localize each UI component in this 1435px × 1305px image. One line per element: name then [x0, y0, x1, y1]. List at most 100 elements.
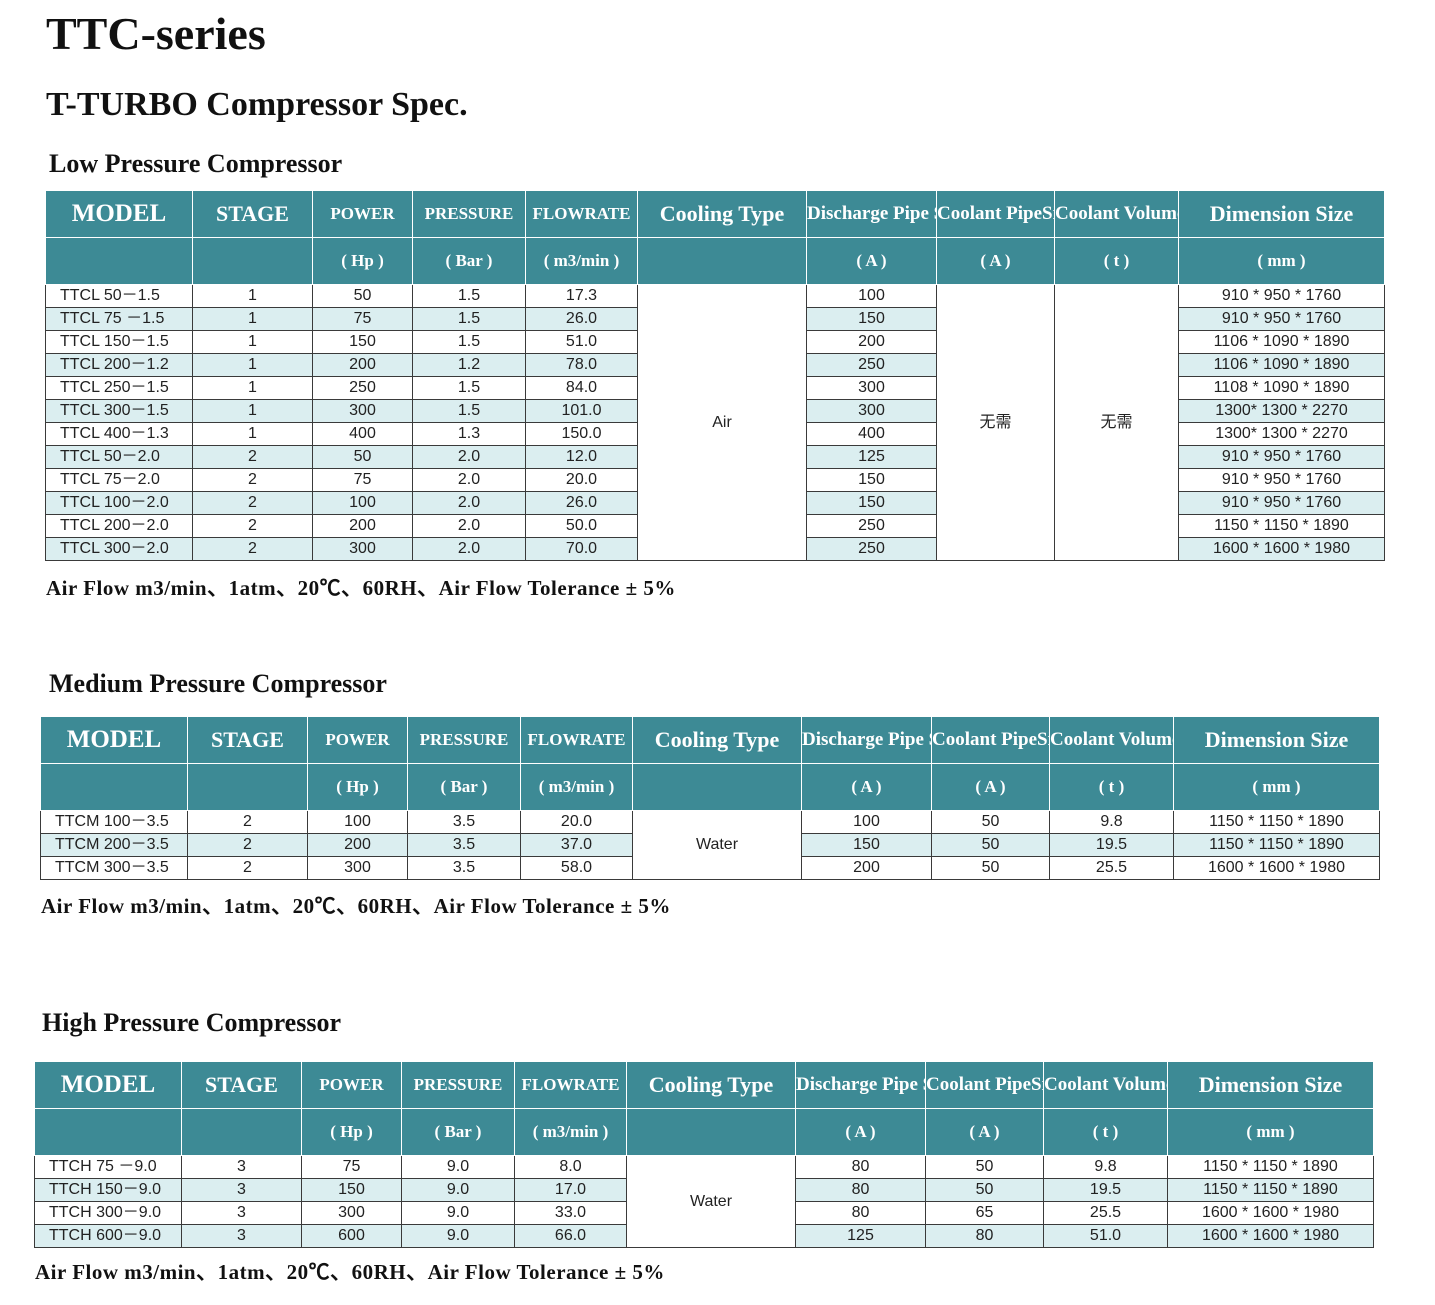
dimension-cell: 910 * 950 * 1760	[1178, 307, 1385, 331]
discharge-cell: 200	[806, 330, 937, 354]
header-dimension: Dimension Size	[1178, 190, 1385, 238]
discharge-cell: 100	[806, 284, 937, 308]
header-unit-flow: ( m3/min )	[525, 237, 638, 285]
header-unit-discharge: ( A )	[795, 1108, 926, 1156]
model-cell: TTCL 250－1.5	[45, 376, 193, 400]
table-row: TTCL 300－2.0 2 300 2.0 70.0 250 1600 * 1600 * …	[45, 537, 1385, 561]
model-cell: TTCL 75－2.0	[45, 468, 193, 492]
dimension-cell: 910 * 950 * 1760	[1178, 468, 1385, 492]
power-cell: 50	[312, 445, 413, 469]
header-unit-pressure: ( Bar )	[401, 1108, 515, 1156]
power-cell: 400	[312, 422, 413, 446]
header-unit-empty	[637, 237, 807, 285]
pressure-cell: 9.0	[401, 1178, 515, 1202]
flowrate-cell: 101.0	[525, 399, 638, 423]
low-pressure-table: MODEL STAGE POWER PRESSURE FLOWRATE Cooling T…	[45, 190, 1385, 561]
dimension-cell: 1150 * 1150 * 1890	[1178, 514, 1385, 538]
flowrate-cell: 78.0	[525, 353, 638, 377]
cooling-type-cell: Air	[637, 284, 807, 561]
discharge-cell: 100	[801, 810, 932, 834]
coolant-volume-cell: 51.0	[1043, 1224, 1168, 1248]
dimension-cell: 1300* 1300 * 2270	[1178, 422, 1385, 446]
stage-cell: 2	[192, 468, 313, 492]
table-row: TTCM 100－3.5 2 100 3.5 20.0 Water 100 50 9.8 1150…	[40, 810, 1380, 880]
stage-cell: 1	[192, 284, 313, 308]
table-row: TTCM 200－3.5 2 200 3.5 37.0 150 50 19.5 1150 * 1…	[40, 833, 1380, 857]
header-flowrate: FLOWRATE	[525, 190, 638, 238]
medium-pressure-table: MODEL STAGE POWER PRESSURE FLOWRATE Cooling T…	[40, 716, 1380, 880]
power-cell: 300	[301, 1201, 402, 1225]
model-cell: TTCL 400－1.3	[45, 422, 193, 446]
table-row: TTCL 150－1.5 1 150 1.5 51.0 200 1106 * 1090 * …	[45, 330, 1385, 354]
coolant-pipe-cell: 50	[925, 1155, 1044, 1179]
table-row: TTCM 300－3.5 2 300 3.5 58.0 200 50 25.5 1600 * 1…	[40, 856, 1380, 880]
dimension-cell: 1150 * 1150 * 1890	[1173, 810, 1380, 834]
discharge-cell: 80	[795, 1155, 926, 1179]
table-row: TTCL 75 －1.5 1 75 1.5 26.0 150 910 * 950 * 176…	[45, 307, 1385, 331]
header-stage: STAGE	[181, 1061, 302, 1109]
coolant-pipe-cell: 80	[925, 1224, 1044, 1248]
discharge-cell: 300	[806, 399, 937, 423]
discharge-cell: 150	[801, 833, 932, 857]
dimension-cell: 1106 * 1090 * 1890	[1178, 330, 1385, 354]
header-discharge-pipe: Discharge Pipe Size	[801, 716, 932, 764]
discharge-cell: 150	[806, 307, 937, 331]
coolant-pipe-cell: 50	[925, 1178, 1044, 1202]
model-cell: TTCL 50－1.5	[45, 284, 193, 308]
pressure-cell: 2.0	[412, 537, 526, 561]
low-pressure-note: Air Flow m3/min、1atm、20℃、60RH、Air Flow T…	[46, 576, 676, 600]
flowrate-cell: 51.0	[525, 330, 638, 354]
cooling-type-cell: Water	[626, 1155, 796, 1248]
stage-cell: 3	[181, 1201, 302, 1225]
model-cell: TTCL 300－2.0	[45, 537, 193, 561]
header-unit-coolant-pipe: ( A )	[925, 1108, 1044, 1156]
header-cooling-type: Cooling Type	[632, 716, 802, 764]
header-unit-coolant-volume: ( t )	[1054, 237, 1179, 285]
cooling-type-cell: Water	[632, 810, 802, 880]
stage-cell: 3	[181, 1224, 302, 1248]
header-unit-discharge: ( A )	[806, 237, 937, 285]
dimension-cell: 1600 * 1600 * 1980	[1167, 1201, 1374, 1225]
power-cell: 300	[307, 856, 408, 880]
power-cell: 150	[312, 330, 413, 354]
pressure-cell: 3.5	[407, 833, 521, 857]
model-cell: TTCM 100－3.5	[40, 810, 188, 834]
header-coolant-volume: Coolant Volume	[1049, 716, 1174, 764]
table-row: TTCL 50－1.5 1 50 1.5 17.3 Air 100 无需 无需 910 * 950…	[45, 284, 1385, 561]
header-unit-pressure: ( Bar )	[407, 763, 521, 811]
stage-cell: 1	[192, 422, 313, 446]
flowrate-cell: 150.0	[525, 422, 638, 446]
flowrate-cell: 66.0	[514, 1224, 627, 1248]
model-cell: TTCL 100－2.0	[45, 491, 193, 515]
header-flowrate: FLOWRATE	[514, 1061, 627, 1109]
stage-cell: 1	[192, 330, 313, 354]
table-row: TTCL 50－2.0 2 50 2.0 12.0 125 910 * 950 * 1760	[45, 445, 1385, 469]
power-cell: 100	[312, 491, 413, 515]
header-coolant-pipe: Coolant PipeSize	[936, 190, 1055, 238]
high-pressure-note: Air Flow m3/min、1atm、20℃、60RH、Air Flow T…	[35, 1260, 665, 1284]
stage-cell: 3	[181, 1178, 302, 1202]
coolant-volume-cell: 19.5	[1043, 1178, 1168, 1202]
dimension-cell: 1150 * 1150 * 1890	[1167, 1155, 1374, 1179]
dimension-cell: 1600 * 1600 * 1980	[1167, 1224, 1374, 1248]
header-unit-discharge: ( A )	[801, 763, 932, 811]
header-unit-power: ( Hp )	[307, 763, 408, 811]
header-model: MODEL	[45, 190, 193, 238]
header-power: POWER	[301, 1061, 402, 1109]
discharge-cell: 150	[806, 491, 937, 515]
stage-cell: 2	[192, 491, 313, 515]
coolant-pipe-cell: 65	[925, 1201, 1044, 1225]
flowrate-cell: 58.0	[520, 856, 633, 880]
header-unit-flow: ( m3/min )	[520, 763, 633, 811]
table-row: TTCH 300－9.0 3 300 9.0 33.0 80 65 25.5 1600 * 16…	[34, 1201, 1374, 1225]
stage-cell: 2	[192, 445, 313, 469]
dimension-cell: 1150 * 1150 * 1890	[1167, 1178, 1374, 1202]
discharge-cell: 400	[806, 422, 937, 446]
header-unit-power: ( Hp )	[312, 237, 413, 285]
power-cell: 200	[307, 833, 408, 857]
pressure-cell: 1.5	[412, 330, 526, 354]
medium-pressure-title: Medium Pressure Compressor	[49, 669, 387, 698]
pressure-cell: 2.0	[412, 514, 526, 538]
model-cell: TTCM 200－3.5	[40, 833, 188, 857]
stage-cell: 3	[181, 1155, 302, 1179]
